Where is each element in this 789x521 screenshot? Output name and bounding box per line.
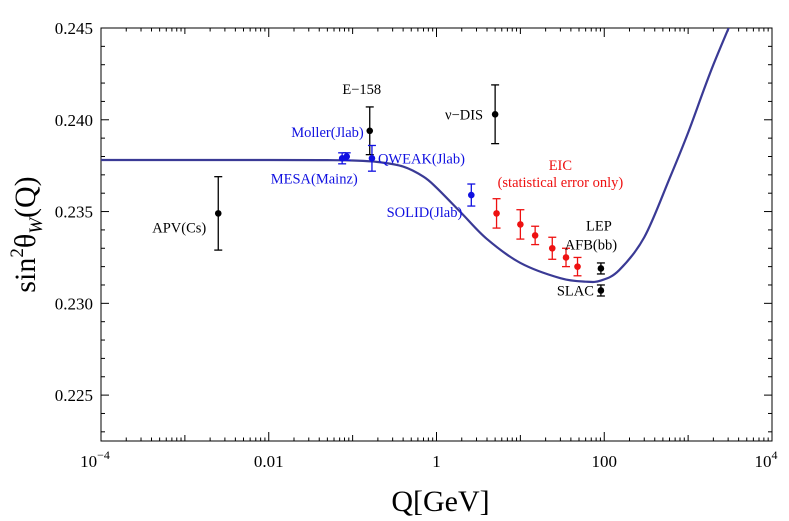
- label-lep2: AFB(bb): [565, 237, 618, 253]
- y-tick-label: 0.235: [55, 203, 93, 222]
- data-point: [214, 210, 222, 217]
- y-axis-title: sin2θW(Q): [7, 176, 47, 292]
- y-tick-label: 0.230: [55, 294, 93, 313]
- data-point: [548, 244, 556, 252]
- data-point: [597, 265, 605, 272]
- data-point: [562, 254, 570, 261]
- series-e-158: [365, 106, 374, 156]
- x-tick-label: 10−4: [80, 448, 110, 471]
- data-point: [343, 153, 351, 160]
- axis-titles: Q[GeV] sin2θW(Q): [7, 176, 490, 518]
- data-point: [531, 232, 539, 239]
- series-apv-cs-: [214, 176, 223, 251]
- y-tick-label: 0.225: [55, 386, 93, 405]
- label-eic_note: (statistical error only): [498, 175, 624, 191]
- label-solid: SOLID(Jlab): [387, 205, 463, 221]
- x-tick-label: 100: [592, 452, 618, 471]
- series-solid-jlab-: [467, 183, 476, 207]
- point-labels: APV(Cs) E−158 ν−DIS Moller(Jlab) QWEAK(Jlab)…: [152, 82, 623, 300]
- label-qweak: QWEAK(Jlab): [378, 151, 465, 167]
- data-point: [366, 127, 374, 135]
- series-eic: [492, 198, 582, 277]
- x-tick-label: 1: [432, 452, 441, 471]
- data-point: [517, 221, 524, 228]
- label-moller: Moller(Jlab): [291, 125, 364, 141]
- label-slac: SLAC: [557, 283, 594, 299]
- data-point: [597, 287, 605, 294]
- series-qweak-jlab-: [367, 144, 376, 172]
- x-tick-label: 104: [755, 448, 778, 471]
- y-tick-label: 0.245: [55, 19, 93, 38]
- label-nudis: ν−DIS: [445, 107, 483, 123]
- series-moller-jlab-: [338, 152, 351, 165]
- y-tick-label: 0.240: [55, 111, 93, 130]
- x-axis-title: Q[GeV]: [391, 485, 489, 518]
- label-eic: EIC: [549, 158, 572, 174]
- label-e158: E−158: [342, 82, 381, 98]
- data-point: [493, 210, 500, 217]
- label-lep1: LEP: [586, 218, 612, 234]
- series--dis: [491, 84, 500, 145]
- series-lep-afb-bb-: [596, 262, 605, 275]
- series-slac: [596, 284, 605, 297]
- data-point: [491, 110, 499, 118]
- data-point: [574, 263, 581, 270]
- data-point: [468, 191, 475, 199]
- axis-ticks: 0.225 0.230 0.235 0.240 0.245 10−4 0.01 1 100 104: [55, 19, 778, 471]
- data-points: [214, 84, 605, 297]
- x-tick-label: 0.01: [254, 452, 284, 471]
- data-point: [368, 155, 376, 162]
- label-mesa: MESA(Mainz): [271, 171, 358, 187]
- label-apv: APV(Cs): [152, 220, 206, 236]
